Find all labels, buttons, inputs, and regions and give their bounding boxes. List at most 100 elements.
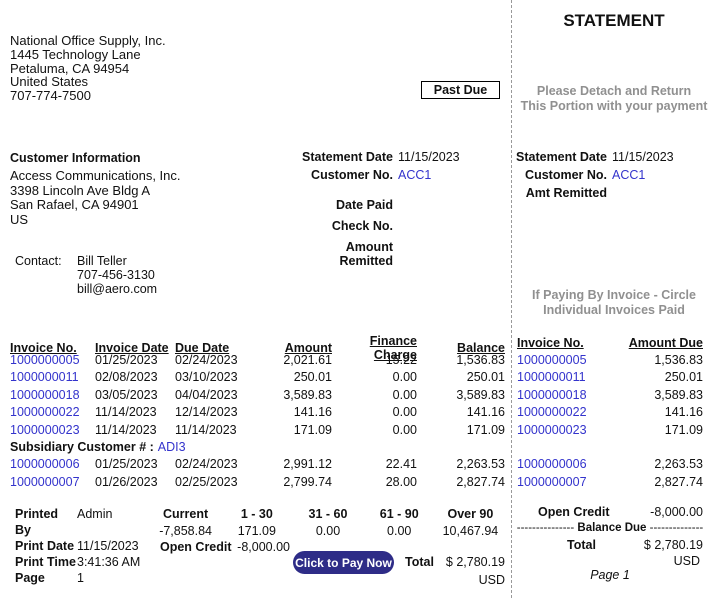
invoice-number-link[interactable]: 1000000007 <box>10 474 80 489</box>
invoice-date-cell: 01/25/2023 <box>95 353 158 368</box>
print-date-value: 11/15/2023 <box>77 539 139 553</box>
invoice-date-cell: 01/26/2023 <box>95 474 158 489</box>
contact-phone: 707-456-3130 <box>77 268 155 282</box>
invoice-number-link[interactable]: 1000000018 <box>10 387 80 402</box>
remit-invoice-number-link[interactable]: 1000000023 <box>517 422 587 437</box>
customer-info-block: Customer Information Access Communicatio… <box>10 151 181 228</box>
finance-charge-cell: 0.00 <box>392 370 417 385</box>
aging-current: Current -7,858.84 <box>150 507 221 538</box>
remit-customer-no-row: Customer No. ACC1 <box>515 168 645 182</box>
open-credit-label: Open Credit <box>160 540 232 554</box>
check-no-row: Check No. <box>290 219 393 233</box>
invoice-number-link[interactable]: 1000000011 <box>10 370 79 385</box>
invoice-number-link[interactable]: 1000000006 <box>10 457 80 472</box>
remit-row: 1000000022 141.16 <box>517 404 703 421</box>
customer-address: 3398 Lincoln Ave Bldg A <box>10 182 150 198</box>
balance-cell: 3,589.83 <box>456 387 505 402</box>
remit-invoice-number-link[interactable]: 1000000005 <box>517 353 587 368</box>
remit-invoice-number-link[interactable]: 1000000007 <box>517 474 587 489</box>
finance-charge-cell: 0.00 <box>392 387 417 402</box>
detach-note: Please Detach and Return This Portion wi… <box>513 84 715 113</box>
remit-amount-due-cell: 1,536.83 <box>654 353 703 368</box>
balance-cell: 250.01 <box>466 370 505 385</box>
remit-table-header: Invoice No. Amount Due <box>517 334 703 351</box>
page-label: Page <box>15 571 45 585</box>
balance-due-divider: --------------- Balance Due ------------… <box>514 522 706 534</box>
invoice-number-link[interactable]: 1000000022 <box>10 405 80 420</box>
customer-city: San Rafael, CA 94901 <box>10 197 139 213</box>
printed-by-value: Admin <box>77 507 113 521</box>
invoice-date-cell: 11/14/2023 <box>95 405 157 420</box>
remit-amount-due-cell: 250.01 <box>664 370 703 385</box>
aging-1-30-label: 1 - 30 <box>240 507 273 521</box>
finance-charge-cell: 15.22 <box>385 353 417 368</box>
contact-email: bill@aero.com <box>77 282 158 296</box>
customer-no-link[interactable]: ACC1 <box>398 168 432 182</box>
aging-over-90: Over 90 10,467.94 <box>435 507 506 538</box>
page-value: 1 <box>77 571 84 585</box>
col-due-date: Due Date <box>175 341 230 355</box>
check-no-label: Check No. <box>331 219 393 233</box>
remit-statement-date-row: Statement Date 11/15/2023 <box>515 150 674 164</box>
company-address: 1445 Technology Lane <box>10 46 141 62</box>
invoice-row: 1000000023 11/14/2023 11/14/2023 171.09 … <box>10 421 505 438</box>
remit-statement-date-label: Statement Date <box>516 150 607 164</box>
aging-61-90-value: 0.00 <box>387 524 412 538</box>
print-info-block: Printed By Admin Print Date 11/15/2023 P… <box>15 506 140 586</box>
invoice-number-link[interactable]: 1000000005 <box>10 353 80 368</box>
contact-name: Bill Teller <box>77 254 127 268</box>
aging-61-90: 61 - 90 0.00 <box>364 507 435 538</box>
remit-open-credit-value: -8,000.00 <box>650 505 703 519</box>
pay-by-invoice-note-line2: Individual Invoices Paid <box>543 303 685 317</box>
subsidiary-customer-link[interactable]: ADI3 <box>157 440 186 455</box>
amount-cell: 2,991.12 <box>283 457 332 472</box>
amount-remitted-label: Amount Remitted <box>339 240 393 268</box>
remit-amount-due-cell: 2,263.53 <box>654 457 703 472</box>
statement-date-row: Statement Date 11/15/2023 <box>290 150 460 164</box>
invoice-table: Invoice No. Invoice Date Due Date Amount… <box>10 334 505 491</box>
remit-amount-due-cell: 3,589.83 <box>654 387 703 402</box>
remit-row: 1000000011 250.01 <box>517 369 703 386</box>
remit-open-credit-label: Open Credit <box>538 505 610 519</box>
aging-1-30-value: 171.09 <box>237 524 276 538</box>
balance-due-dashes-right: -------------- <box>649 522 704 534</box>
customer-no-label: Customer No. <box>311 168 393 182</box>
balance-cell: 2,263.53 <box>456 457 505 472</box>
company-phone: 707-774-7500 <box>10 88 91 104</box>
remit-invoice-number-link[interactable]: 1000000006 <box>517 457 587 472</box>
click-to-pay-button[interactable]: Click to Pay Now <box>293 551 394 574</box>
statement-date-value: 11/15/2023 <box>398 150 460 164</box>
balance-due-dashes-left: --------------- <box>516 522 575 534</box>
amount-cell: 2,799.74 <box>283 474 332 489</box>
due-date-cell: 04/04/2023 <box>175 387 238 402</box>
total-currency: USD <box>478 573 505 587</box>
detach-divider <box>511 0 512 598</box>
remit-customer-no-link[interactable]: ACC1 <box>612 168 646 182</box>
remit-table: Invoice No. Amount Due 1000000005 1,536.… <box>517 334 703 491</box>
customer-info-heading: Customer Information <box>10 151 141 165</box>
col-invoice-no: Invoice No. <box>10 341 77 355</box>
customer-name: Access Communications, Inc. <box>10 168 181 183</box>
remit-invoice-number-link[interactable]: 1000000018 <box>517 387 587 402</box>
aging-current-value: -7,858.84 <box>159 524 213 538</box>
remit-total-currency: USD <box>673 554 700 568</box>
col-balance: Balance <box>457 341 505 355</box>
amount-cell: 250.01 <box>293 370 332 385</box>
finance-charge-cell: 28.00 <box>385 474 417 489</box>
aging-over-90-label: Over 90 <box>447 507 494 521</box>
remit-invoice-number-link[interactable]: 1000000022 <box>517 405 587 420</box>
invoice-row: 1000000005 01/25/2023 02/24/2023 2,021.6… <box>10 351 505 368</box>
amount-cell: 171.09 <box>293 422 332 437</box>
invoice-number-link[interactable]: 1000000023 <box>10 422 80 437</box>
invoice-row: 1000000006 01/25/2023 02/24/2023 2,991.1… <box>10 456 505 473</box>
aging-31-60: 31 - 60 0.00 <box>292 507 363 538</box>
remit-total-row: Total $ 2,780.19 <box>517 538 703 552</box>
due-date-cell: 11/14/2023 <box>175 422 237 437</box>
invoice-row: 1000000018 03/05/2023 04/04/2023 3,589.8… <box>10 386 505 403</box>
balance-cell: 1,536.83 <box>456 353 505 368</box>
remit-invoice-number-link[interactable]: 1000000011 <box>517 370 586 385</box>
balance-due-label: Balance Due <box>577 522 647 534</box>
open-credit-value: -8,000.00 <box>237 540 290 554</box>
invoice-date-cell: 11/14/2023 <box>95 422 157 437</box>
total-value: $ 2,780.19 <box>445 555 505 569</box>
